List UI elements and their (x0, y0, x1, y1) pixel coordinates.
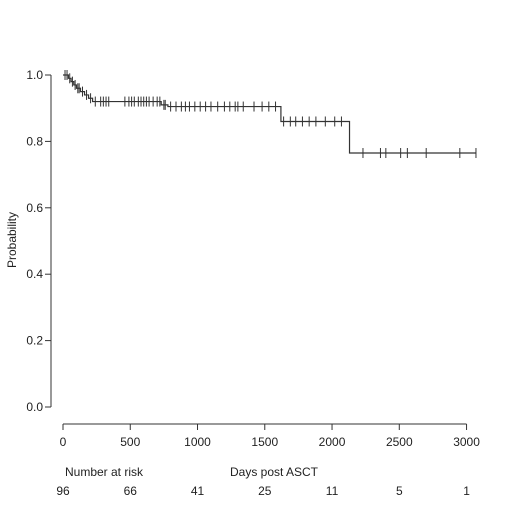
chart-axes: 0 500 1000 1500 2000 2500 3000 0.0 0.2 0.4 0.6 0.8 1… (26, 68, 480, 449)
survival-curve-group (63, 74, 476, 154)
y-tick-label-0: 0.0 (26, 400, 43, 414)
y-tick-label-5: 1.0 (26, 68, 43, 82)
risk-count-6: 1 (463, 484, 470, 498)
y-axis-label: Probability (5, 212, 19, 268)
x-tick-label-0: 0 (60, 435, 67, 449)
x-tick-label-6: 3000 (453, 435, 480, 449)
x-tick-label-3: 1500 (251, 435, 278, 449)
y-tick-label-3: 0.6 (26, 201, 43, 215)
x-tick-label-1: 500 (120, 435, 140, 449)
risk-count-3: 25 (258, 484, 272, 498)
risk-table-label: Number at risk (65, 465, 144, 479)
x-tick-label-5: 2500 (386, 435, 413, 449)
y-tick-label-1: 0.2 (26, 334, 43, 348)
x-axis-label: Days post ASCT (230, 465, 319, 479)
risk-count-2: 41 (191, 484, 205, 498)
y-tick-label-4: 0.8 (26, 134, 43, 148)
risk-table: 96 66 41 25 11 5 1 (56, 484, 470, 498)
survival-curve (63, 74, 476, 154)
risk-count-4: 11 (326, 484, 339, 498)
risk-count-1: 66 (124, 484, 138, 498)
risk-count-5: 5 (396, 484, 403, 498)
x-tick-label-2: 1000 (184, 435, 211, 449)
y-tick-label-2: 0.4 (26, 267, 43, 281)
x-tick-label-4: 2000 (319, 435, 346, 449)
risk-count-0: 96 (56, 484, 70, 498)
censor-marks-group (64, 70, 477, 159)
